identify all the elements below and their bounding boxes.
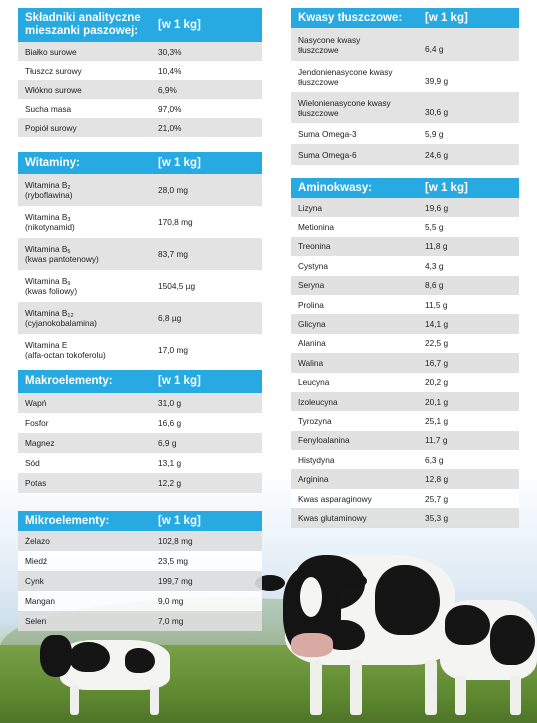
header-title: Kwasy tłuszczowe:	[298, 11, 403, 24]
header-title-line2: mieszanki paszowej:	[25, 25, 139, 37]
table-mikroelementy: Mikroelementy: [w 1 kg] Żelazo 102,8 mg M…	[18, 511, 262, 631]
table-row: Walina 16,7 g	[291, 353, 519, 373]
table-row: Izoleucyna 20,1 g	[291, 391, 519, 412]
table-row: Seryna 8,6 g	[291, 275, 519, 295]
table-row: Fosfor 16,6 g	[18, 413, 262, 433]
table-row: Cynk 199,7 mg	[18, 571, 262, 591]
table-row: Potas 12,2 g	[18, 473, 262, 493]
header-title: Aminokwasy:	[298, 181, 373, 194]
cow-center	[255, 515, 455, 723]
table-row: Wielonienasycone kwasy tłuszczowe 30,6 g	[291, 92, 519, 123]
header-unit: [w 1 kg]	[158, 514, 201, 527]
table-row: Popiół surowy 21,0%	[18, 118, 262, 137]
header-unit: [w 1 kg]	[425, 181, 468, 194]
table-row: Alanina 22,5 g	[291, 333, 519, 354]
table-row: Tyrozyna 25,1 g	[291, 411, 519, 431]
table-header: Mikroelementy: [w 1 kg]	[18, 511, 262, 531]
table-row: Włókno surowe 6,9%	[18, 80, 262, 99]
table-aminokwasy: Aminokwasy: [w 1 kg] Lizyna 19,6 g Metion…	[291, 178, 519, 528]
table-witaminy: Witaminy: [w 1 kg] Witamina B2 (ryboflawi…	[18, 152, 262, 366]
table-row: Witamina E (alfa-octan tokoferolu) 17,0 m…	[18, 334, 262, 366]
cow-left	[40, 620, 180, 720]
table-row: Kwas glutaminowy 35,3 g	[291, 508, 519, 528]
table-header: Aminokwasy: [w 1 kg]	[291, 178, 519, 198]
table-row: Miedź 23,5 mg	[18, 551, 262, 571]
cow-right	[420, 570, 537, 720]
table-row: Tłuszcz surowy 10,4%	[18, 61, 262, 80]
header-title-line1: Składniki analityczne	[25, 12, 141, 24]
table-row: Fenyloalanina 11,7 g	[291, 430, 519, 451]
table-row: Nasycone kwasy tłuszczowe 6,4 g	[291, 28, 519, 61]
table-row: Leucyna 20,2 g	[291, 372, 519, 392]
table-row: Magnez 6,9 g	[18, 433, 262, 453]
table-row: Glicyna 14,1 g	[291, 314, 519, 334]
table-row: Metionina 5,5 g	[291, 217, 519, 237]
table-row: Sód 13,1 g	[18, 453, 262, 473]
table-header: Witaminy: [w 1 kg]	[18, 152, 262, 174]
header-title: Mikroelementy:	[25, 514, 110, 527]
table-row: Witamina B2 (ryboflawina) 28,0 mg	[18, 174, 262, 206]
table-row: Suma Omega-3 5,9 g	[291, 123, 519, 144]
header-unit: [w 1 kg]	[158, 375, 201, 387]
table-row: Witamina B3 (nikotynamid) 170,8 mg	[18, 206, 262, 238]
table-row: Witamina B9 (kwas foliowy) 1504,5 µg	[18, 270, 262, 302]
table-row: Mangan 9,0 mg	[18, 591, 262, 611]
table-row: Witamina B12 (cyjanokobalamina) 6,8 µg	[18, 302, 262, 334]
table-row: Prolina 11,5 g	[291, 294, 519, 315]
table-row: Lizyna 19,6 g	[291, 198, 519, 218]
table-kwasy-tluszczowe: Kwasy tłuszczowe: [w 1 kg] Nasycone kwas…	[291, 8, 519, 165]
table-row: Wapń 31,0 g	[18, 393, 262, 413]
table-skladniki: Składniki analityczne mieszanki paszowej…	[18, 8, 262, 137]
table-row: Jendonienasycone kwasy tłuszczowe 39,9 g	[291, 61, 519, 92]
table-row: Sucha masa 97,0%	[18, 99, 262, 118]
header-unit: [w 1 kg]	[158, 18, 201, 31]
table-row: Selen 7,0 mg	[18, 611, 262, 631]
table-row: Suma Omega-6 24,6 g	[291, 144, 519, 165]
table-row: Cystyna 4,3 g	[291, 256, 519, 276]
header-title: Witaminy:	[25, 156, 80, 169]
table-header: Składniki analityczne mieszanki paszowej…	[18, 8, 262, 42]
table-makroelementy: Makroelementy: [w 1 kg] Wapń 31,0 g Fosfo…	[18, 370, 262, 493]
table-row: Kwas asparaginowy 25,7 g	[291, 488, 519, 509]
table-row: Żelazo 102,8 mg	[18, 531, 262, 551]
table-row: Białko surowe 30,3%	[18, 42, 262, 61]
table-row: Treonina 11,8 g	[291, 236, 519, 257]
table-header: Makroelementy: [w 1 kg]	[18, 370, 262, 393]
table-row: Witamina B5 (kwas pantotenowy) 83,7 mg	[18, 238, 262, 270]
header-unit: [w 1 kg]	[158, 156, 201, 169]
table-header: Kwasy tłuszczowe: [w 1 kg]	[291, 8, 519, 28]
table-row: Arginina 12,8 g	[291, 469, 519, 489]
header-unit: [w 1 kg]	[425, 11, 468, 24]
header-title: Makroelementy:	[25, 375, 113, 387]
table-row: Histydyna 6,3 g	[291, 450, 519, 470]
